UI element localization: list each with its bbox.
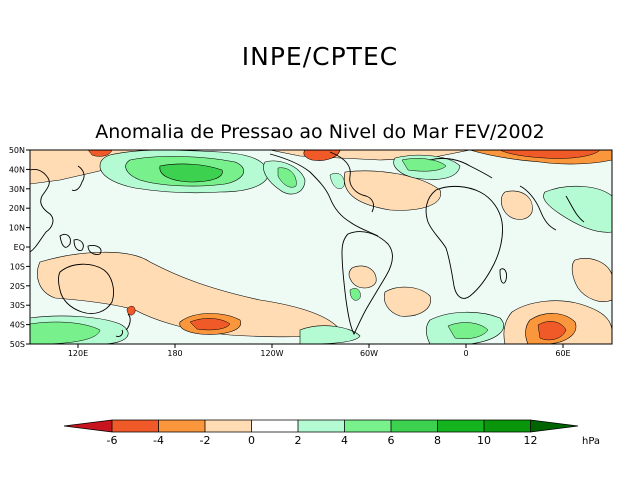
agency-title: INPE/CPTEC xyxy=(241,42,399,71)
negative-anomaly-area xyxy=(571,258,612,302)
lat-label: 10N xyxy=(9,224,25,233)
north-america-west-coast xyxy=(269,153,379,237)
colorbar-labels: -6 -4 -2 0 2 4 6 8 10 12 xyxy=(107,434,538,447)
colorbar-segment xyxy=(391,420,438,432)
lat-label: 10S xyxy=(10,262,25,271)
middle-east-india-coastline xyxy=(519,185,585,231)
positive-anomaly-area xyxy=(401,158,447,172)
lat-label: 20S xyxy=(10,282,25,291)
lon-label: 120W xyxy=(260,349,283,358)
longitude-ticks xyxy=(77,344,564,348)
lon-label: 60E xyxy=(555,349,570,358)
positive-anomaly-area xyxy=(543,185,612,233)
coastlines xyxy=(30,151,585,337)
colorbar-tick-label: -6 xyxy=(107,434,118,447)
colorbar-tick-label: 6 xyxy=(388,434,395,447)
lat-label: 20N xyxy=(9,204,25,213)
asia-coastline xyxy=(30,169,54,253)
colorbar-segment xyxy=(298,420,345,432)
map-title: Anomalia de Pressao ao Nivel do Mar FEV/… xyxy=(95,121,545,143)
colorbar-arrow-left xyxy=(64,420,112,432)
colorbar-segment xyxy=(484,420,531,432)
lat-label: 50S xyxy=(10,340,25,349)
colorbar-tick-label: 12 xyxy=(524,434,538,447)
colorbar-arrow-right xyxy=(530,420,578,432)
indonesia-islands xyxy=(59,233,102,255)
colorbar-tick-label: 10 xyxy=(477,434,491,447)
colorbar-segment xyxy=(437,420,484,432)
colorbar-tick-label: -4 xyxy=(153,434,164,447)
africa-coastline xyxy=(425,185,503,299)
colorbar-segment xyxy=(251,420,298,432)
negative-anomaly-area xyxy=(343,170,441,211)
positive-anomaly-area xyxy=(329,172,345,189)
australia-coastline xyxy=(58,263,115,314)
lat-label: 40S xyxy=(10,321,25,330)
europe-coastline xyxy=(429,157,493,179)
colorbar xyxy=(63,419,579,433)
madagascar-coastline xyxy=(499,268,507,284)
colorbar-tick-label: 8 xyxy=(434,434,441,447)
negative-anomaly-area xyxy=(383,286,431,317)
colorbar-segment xyxy=(158,420,205,432)
colorbar-dividers xyxy=(111,420,531,432)
lon-label: 120E xyxy=(68,349,88,358)
latitude-ticks xyxy=(26,149,30,345)
colorbar-segment xyxy=(344,420,391,432)
lat-label: 30S xyxy=(10,301,25,310)
japan-coastline xyxy=(71,165,85,191)
positive-anomaly-area xyxy=(447,322,489,339)
negative-anomaly-core xyxy=(537,321,567,341)
north-america-east-coast xyxy=(329,151,375,213)
positive-anomaly-area xyxy=(277,167,297,188)
south-america-coastline xyxy=(341,231,393,336)
positive-anomaly-area xyxy=(349,288,361,301)
negative-anomaly-core xyxy=(126,305,136,316)
colorbar-tick-label: 2 xyxy=(295,434,302,447)
negative-anomaly-core xyxy=(189,318,231,331)
negative-anomaly-area xyxy=(348,265,377,289)
lon-label: 0 xyxy=(463,349,468,358)
lat-label: EQ xyxy=(14,243,25,252)
colorbar-tick-label: -2 xyxy=(200,434,211,447)
colorbar-tick-label: 4 xyxy=(341,434,348,447)
lat-label: 40N xyxy=(9,165,25,174)
lat-label: 30N xyxy=(9,185,25,194)
lon-label: 180 xyxy=(167,349,182,358)
colorbar-segment xyxy=(205,420,252,432)
colorbar-unit: hPa xyxy=(582,436,600,447)
positive-anomaly-core xyxy=(159,163,223,183)
colorbar-segment xyxy=(112,420,159,432)
lon-label: 60W xyxy=(360,349,378,358)
anomaly-fields xyxy=(30,150,612,344)
latitude-labels: 50N 40N 30N 20N 10N EQ 10S 20S 30S 40S 5… xyxy=(9,146,25,349)
colorbar-tick-label: 0 xyxy=(248,434,255,447)
new-zealand-coastline xyxy=(115,313,131,337)
negative-anomaly-area xyxy=(500,190,533,220)
longitude-labels: 120E 180 120W 60W 0 60E xyxy=(68,349,571,358)
negative-anomaly-core xyxy=(499,150,601,159)
lat-label: 50N xyxy=(9,146,25,155)
